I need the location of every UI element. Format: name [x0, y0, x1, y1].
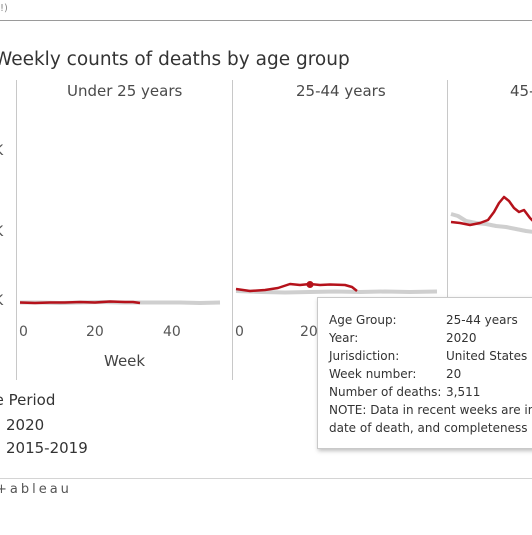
pane-divider-left: [16, 80, 17, 380]
tooltip-note-line-1: NOTE: Data in recent weeks are in: [329, 403, 532, 417]
tooltip-label-number-of-deaths: Number of deaths:: [329, 385, 442, 399]
tooltip-label-year: Year:: [329, 331, 359, 345]
panel-header-under-25: Under 25 years: [67, 82, 183, 100]
series-2020-45[interactable]: [450, 195, 532, 227]
pane-divider-right: [447, 80, 448, 380]
series-2020-25-44[interactable]: [235, 282, 358, 293]
legend-title: me Period: [0, 391, 56, 409]
tooltip-label-week-number: Week number:: [329, 367, 417, 381]
viz-title: Weekly counts of deaths by age group: [0, 49, 350, 70]
top-input-text: !): [0, 3, 8, 14]
series-2015-2019-45[interactable]: [450, 212, 532, 234]
x-tick-label: 20: [300, 324, 318, 340]
tooltip: Age Group: 25-44 years Year: 2020 Jurisd…: [317, 297, 532, 449]
x-tick-label: 0: [19, 324, 28, 340]
panel-header-25-44: 25-44 years: [296, 82, 386, 100]
tooltip-label-jurisdiction: Jurisdiction:: [329, 349, 400, 363]
x-axis-title: Week: [104, 352, 146, 370]
footer-divider: [0, 478, 532, 479]
x-tick-label: 0: [235, 324, 244, 340]
x-tick-label: 40: [163, 324, 181, 340]
tooltip-value-number-of-deaths: 3,511: [446, 385, 481, 399]
tooltip-note-line-2: date of death, and completeness: [329, 421, 528, 435]
tooltip-label-age-group: Age Group:: [329, 313, 397, 327]
y-tick-label: K: [0, 224, 3, 240]
legend-item-2015-2019[interactable]: 2015-2019: [6, 439, 88, 457]
x-tick-label: 20: [86, 324, 104, 340]
tooltip-value-age-group: 25-44 years: [446, 313, 518, 327]
y-tick-label: K: [0, 143, 3, 159]
panel-header-45: 45-: [510, 82, 532, 100]
tableau-logo[interactable]: +ableau: [0, 482, 72, 497]
top-input-field[interactable]: !): [0, 0, 532, 21]
series-2020-under-25[interactable]: [19, 300, 141, 305]
pane-divider-middle: [232, 80, 233, 380]
legend-item-2020[interactable]: 2020: [6, 416, 45, 434]
tooltip-value-jurisdiction: United States: [446, 349, 528, 363]
y-tick-label: K: [0, 293, 3, 309]
tooltip-value-week-number: 20: [446, 367, 462, 381]
series-2015-2019-25-44[interactable]: [235, 289, 438, 295]
hover-point-marker[interactable]: [306, 281, 314, 288]
tooltip-value-year: 2020: [446, 331, 477, 345]
